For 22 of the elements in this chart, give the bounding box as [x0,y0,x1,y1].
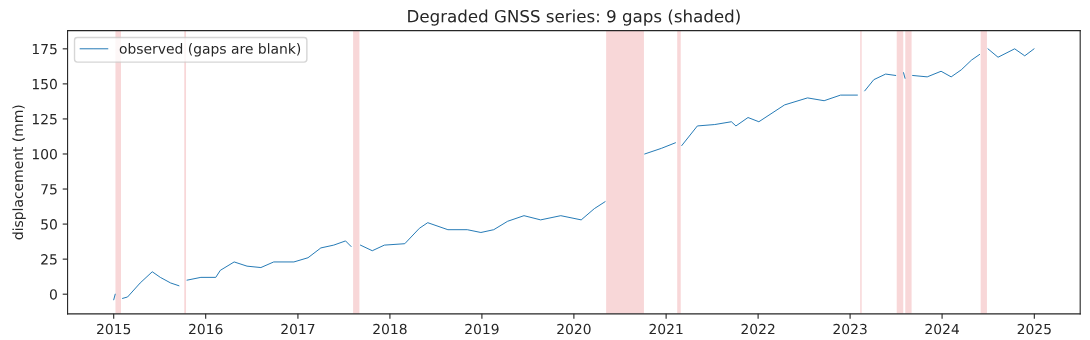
y-tick-label: 50 [41,219,57,230]
x-tick-label: 2021 [649,323,683,335]
y-tick-label: 125 [32,113,57,125]
y-tick-label: 150 [32,78,57,90]
x-tick-label: 2024 [925,323,959,335]
x-tick-label: 2018 [373,323,407,335]
y-tick-label: 100 [32,148,57,160]
chart-title: Degraded GNSS series: 9 gaps (shaded) [408,9,740,26]
x-tick-label: 2019 [465,323,499,335]
x-tick-label: 2020 [557,323,591,335]
y-tick-label: 75 [41,184,57,195]
x-tick-label: 2022 [741,323,775,335]
x-tick-label: 2023 [833,323,867,335]
x-tick-label: 2025 [1017,323,1051,335]
x-tick-label: 2016 [189,323,223,335]
legend-label: observed (gaps are blank) [119,43,301,57]
y-tick-label: 0 [49,289,57,300]
y-tick-label: 175 [32,43,57,55]
y-tick-label: 25 [41,254,57,265]
x-tick-label: 2015 [97,323,131,335]
x-tick-label: 2017 [281,323,315,335]
y-axis-title: displacement (mm) [12,105,26,240]
